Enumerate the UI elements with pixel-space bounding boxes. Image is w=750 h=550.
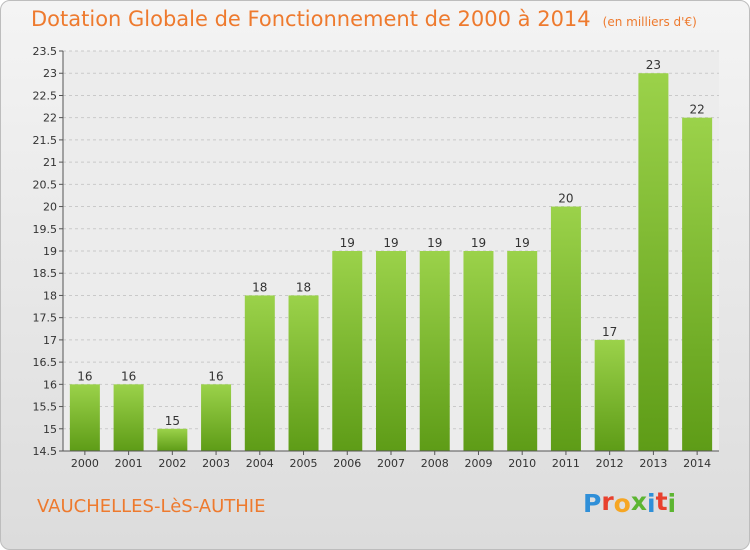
y-tick-label: 15.5: [33, 401, 58, 414]
y-tick-label: 22.5: [33, 89, 58, 102]
x-tick-label: 2000: [71, 457, 99, 470]
commune-name: VAUCHELLES-LèS-AUTHIE: [37, 496, 266, 517]
y-tick-label: 18: [43, 289, 57, 302]
bar-2008: [419, 251, 450, 451]
y-tick-label: 19: [43, 245, 57, 258]
bar-2009: [463, 251, 494, 451]
bar-2005: [288, 295, 319, 451]
x-tick-label: 2014: [683, 457, 711, 470]
logo-letter: P: [583, 489, 602, 518]
y-tick-label: 20.5: [33, 178, 58, 191]
y-tick-label: 14.5: [33, 445, 58, 458]
y-tick-label: 19.5: [33, 223, 58, 236]
data-label: 17: [602, 325, 617, 339]
x-tick-label: 2008: [421, 457, 449, 470]
data-label: 22: [689, 103, 704, 117]
x-tick-label: 2009: [464, 457, 492, 470]
data-label: 19: [340, 236, 355, 250]
bar-2006: [332, 251, 363, 451]
logo-letter: r: [601, 487, 614, 516]
bar-2007: [376, 251, 406, 451]
y-tick-label: 21.5: [33, 134, 58, 147]
x-tick-label: 2007: [377, 457, 405, 470]
bar-2014: [682, 117, 713, 452]
y-tick-label: 16: [43, 378, 57, 391]
y-tick-label: 15: [43, 423, 57, 436]
labels: 14.5 15 15.5 16 16.5 17 17.5 18 18.5 19 19.5 20 20.5…: [33, 45, 712, 470]
x-tick-label: 2006: [333, 457, 361, 470]
y-tick-label: 23: [43, 67, 57, 80]
bar-2003: [201, 384, 232, 451]
data-label: 20: [558, 192, 573, 206]
logo-letter: i: [647, 489, 656, 518]
x-tick-label: 2003: [202, 457, 230, 470]
data-label: 16: [121, 369, 136, 383]
bar-2001: [113, 384, 144, 451]
logo-letter: o: [613, 489, 631, 518]
y-tick-label: 23.5: [33, 45, 58, 58]
y-tick-label: 21: [43, 156, 57, 169]
data-label: 18: [296, 280, 311, 294]
x-tick-label: 2005: [290, 457, 318, 470]
y-tick-label: 20: [43, 201, 57, 214]
data-label: 19: [383, 236, 398, 250]
data-label: 19: [427, 236, 442, 250]
x-tick-label: 2011: [552, 457, 580, 470]
data-label: 19: [515, 236, 530, 250]
y-tick-label: 17: [43, 334, 57, 347]
x-tick-label: 2004: [246, 457, 274, 470]
y-tick-label: 16.5: [33, 356, 58, 369]
bar-2002: [157, 428, 188, 451]
title-text: Dotation Globale de Fonctionnement de 20…: [31, 7, 591, 31]
x-tick-label: 2013: [639, 457, 667, 470]
y-tick-label: 18.5: [33, 267, 58, 280]
bar-2000: [69, 384, 100, 451]
bar-2004: [244, 295, 275, 451]
axes: [59, 50, 719, 455]
chart-title: Dotation Globale de Fonctionnement de 20…: [31, 7, 697, 31]
y-tick-label: 17.5: [33, 312, 58, 325]
bar-2013: [638, 73, 669, 451]
data-label: 18: [252, 280, 267, 294]
bar-2012: [594, 339, 625, 451]
chart-subtitle: (en milliers d'€): [602, 15, 697, 29]
x-tick-label: 2002: [158, 457, 186, 470]
logo-letter: i: [667, 489, 677, 518]
logo-letter: x: [630, 487, 647, 516]
data-label: 15: [165, 414, 180, 428]
data-label: 23: [646, 58, 661, 72]
bar-2010: [507, 251, 538, 451]
proxiti-logo[interactable]: Proxiti: [583, 487, 677, 518]
x-tick-label: 2001: [115, 457, 143, 470]
x-tick-label: 2010: [508, 457, 536, 470]
data-label: 19: [471, 236, 486, 250]
x-tick-label: 2012: [596, 457, 624, 470]
bar-2011: [550, 206, 581, 451]
bars: [69, 73, 713, 452]
logo-letter: t: [655, 487, 668, 516]
data-label: 16: [208, 369, 223, 383]
data-label: 16: [77, 369, 92, 383]
y-tick-label: 22: [43, 112, 57, 125]
